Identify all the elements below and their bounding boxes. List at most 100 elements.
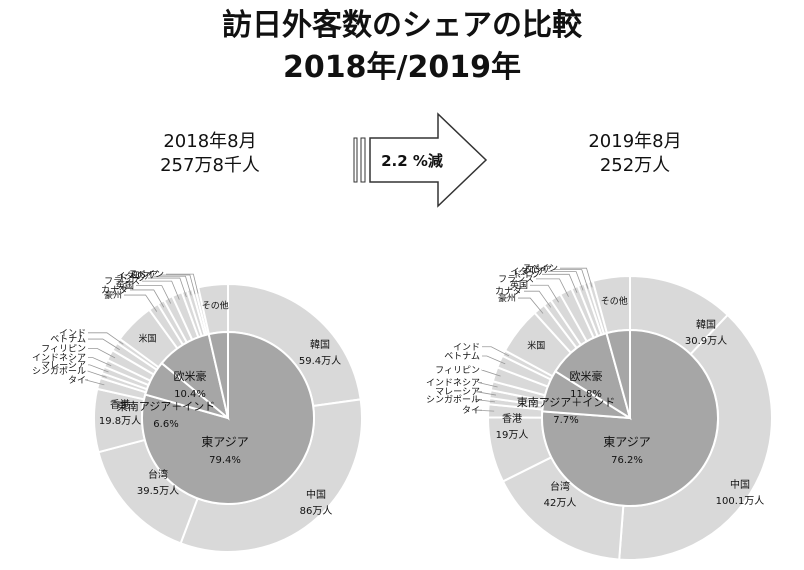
inner-slice-2018-3: [207, 330, 229, 419]
inner-label-2018-1: 東南アジア＋インド: [117, 400, 216, 413]
outer-value-2018-0: 59.4万人: [299, 355, 341, 367]
leader-line-2018-18: [160, 274, 196, 295]
outer-label-2019-0: 韓国: [696, 319, 716, 331]
outer-label-2018-3: 香港: [110, 399, 130, 411]
inner-value-2018-0: 79.4%: [209, 455, 241, 466]
period-block-2019: 2019年8月 252万人: [545, 130, 725, 178]
leader-line-2018-14: [136, 285, 172, 304]
leader-line-2019-9: [482, 355, 506, 365]
outer-label-2019-6: マレーシア: [435, 388, 480, 398]
decrease-arrow-icon: 2.2 %減: [353, 112, 488, 208]
outer-label-2019-8: フィリピン: [435, 365, 480, 376]
leader-line-2019-8: [481, 369, 501, 377]
outer-label-2019-17: イタリア: [510, 267, 546, 278]
outer-label-2019-5: シンガポール: [426, 394, 480, 405]
leader-line-2018-6: [88, 364, 109, 373]
period-label-2019: 2019年8月: [588, 131, 682, 152]
outer-label-2018-19: スペイン: [129, 270, 164, 280]
outer-value-2018-3: 19.8万人: [99, 415, 141, 427]
inner-value-2019-0: 76.2%: [611, 455, 643, 466]
outer-label-2019-15: フランス: [498, 274, 534, 285]
outer-label-2019-2: 台湾: [550, 480, 570, 493]
outer-value-2019-2: 42万人: [544, 497, 577, 509]
total-visitors-2019: 252万人: [599, 155, 671, 176]
outer-label-2019-1: 中国: [730, 478, 750, 491]
outer-label-2019-9: ベトナム: [444, 351, 480, 362]
outer-label-2018-6: マレーシア: [41, 361, 86, 371]
leader-line-2018-15: [142, 280, 180, 300]
leader-line-2019-14: [530, 284, 559, 303]
outer-label-2018-15: フランス: [104, 276, 140, 287]
leader-line-2018-10: [88, 332, 124, 345]
outer-label-2019-4: タイ: [462, 405, 480, 416]
leader-line-2018-9: [88, 338, 120, 351]
inner-value-2018-1: 6.6%: [153, 419, 178, 430]
outer-label-2019-3: 香港: [502, 413, 522, 425]
leader-line-2019-18: [554, 269, 589, 289]
outer-label-2019-19: スペイン: [523, 264, 558, 274]
outer-value-2019-3: 19万人: [496, 429, 529, 441]
arrow-label: 2.2 %減: [381, 152, 443, 170]
leader-line-2018-7: [88, 357, 112, 367]
chart-subtitle: 2018年/2019年: [283, 50, 521, 85]
period-label-2018: 2018年8月: [163, 131, 257, 152]
total-visitors-2018: 257万8千人: [160, 155, 260, 176]
outer-label-2018-4: タイ: [68, 375, 86, 386]
inner-slice-2018-0: [141, 330, 315, 505]
outer-label-2019-14: 英国: [510, 279, 528, 291]
outer-label-2018-12: 豪州: [104, 289, 122, 301]
outer-label-2018-14: 英国: [116, 280, 134, 292]
outer-label-2019-20: その他: [601, 295, 628, 307]
leader-line-2018-5: [87, 370, 107, 378]
leader-line-2019-15: [536, 278, 569, 297]
outer-label-2019-11: 米国: [527, 340, 545, 352]
leader-line-2018-8: [88, 348, 116, 359]
leader-line-2019-13: [524, 290, 552, 308]
leader-line-2019-12: [518, 297, 544, 314]
outer-label-2018-7: インドネシア: [32, 353, 86, 364]
leader-line-2018-17: [154, 275, 192, 296]
inner-label-2018-0: 東アジア: [201, 435, 249, 449]
outer-label-2019-18: ロシア: [525, 266, 552, 276]
outer-label-2018-16: ドイツ: [119, 274, 146, 284]
outer-label-2018-0: 韓国: [310, 339, 330, 351]
leader-line-2019-19: [560, 267, 593, 288]
outer-label-2018-13: カナダ: [101, 284, 128, 296]
inner-label-2019-0: 東アジア: [603, 435, 651, 449]
outer-label-2018-5: シンガポール: [32, 366, 86, 377]
leader-line-2018-16: [148, 277, 187, 298]
inner-slice-2019-0: [541, 328, 719, 507]
chart-title: 訪日外客数のシェアの比較: [222, 8, 582, 43]
leader-line-2018-13: [130, 289, 165, 308]
inner-value-2019-2: 11.8%: [570, 389, 602, 400]
outer-label-2018-11: 米国: [138, 332, 156, 344]
leader-line-2019-4: [474, 409, 495, 412]
leader-line-2019-6: [476, 391, 497, 396]
leader-line-2019-5: [475, 399, 496, 403]
period-block-2018: 2018年8月 257万8千人: [120, 130, 300, 178]
outer-value-2019-1: 100.1万人: [716, 495, 765, 507]
leader-line-2019-17: [548, 271, 584, 291]
leader-line-2019-16: [542, 273, 578, 293]
leader-line-2018-4: [84, 379, 105, 386]
outer-label-2018-17: イタリア: [116, 271, 152, 282]
outer-label-2018-18: ロシア: [131, 271, 158, 281]
outer-label-2018-2: 台湾: [148, 468, 168, 481]
outer-label-2018-1: 中国: [306, 488, 326, 501]
outer-value-2018-1: 86万人: [300, 505, 333, 517]
inner-slice-2019-3: [605, 328, 631, 419]
outer-value-2018-2: 39.5万人: [137, 485, 179, 497]
inner-label-2019-1: 東南アジア＋インド: [517, 396, 616, 409]
outer-label-2018-8: フィリピン: [41, 343, 86, 354]
inner-value-2018-2: 10.4%: [174, 389, 206, 400]
outer-label-2018-20: その他: [202, 300, 229, 312]
outer-label-2018-10: インド: [59, 329, 86, 339]
outer-label-2019-12: 豪州: [498, 292, 516, 304]
outer-label-2019-7: インドネシア: [426, 377, 480, 388]
inner-value-2019-1: 7.7%: [553, 415, 578, 426]
outer-label-2019-13: カナダ: [495, 285, 522, 297]
leader-line-2019-10: [482, 346, 510, 357]
leader-line-2018-19: [166, 273, 199, 294]
inner-label-2018-2: 欧米豪: [174, 369, 207, 383]
leader-line-2019-7: [478, 382, 498, 388]
